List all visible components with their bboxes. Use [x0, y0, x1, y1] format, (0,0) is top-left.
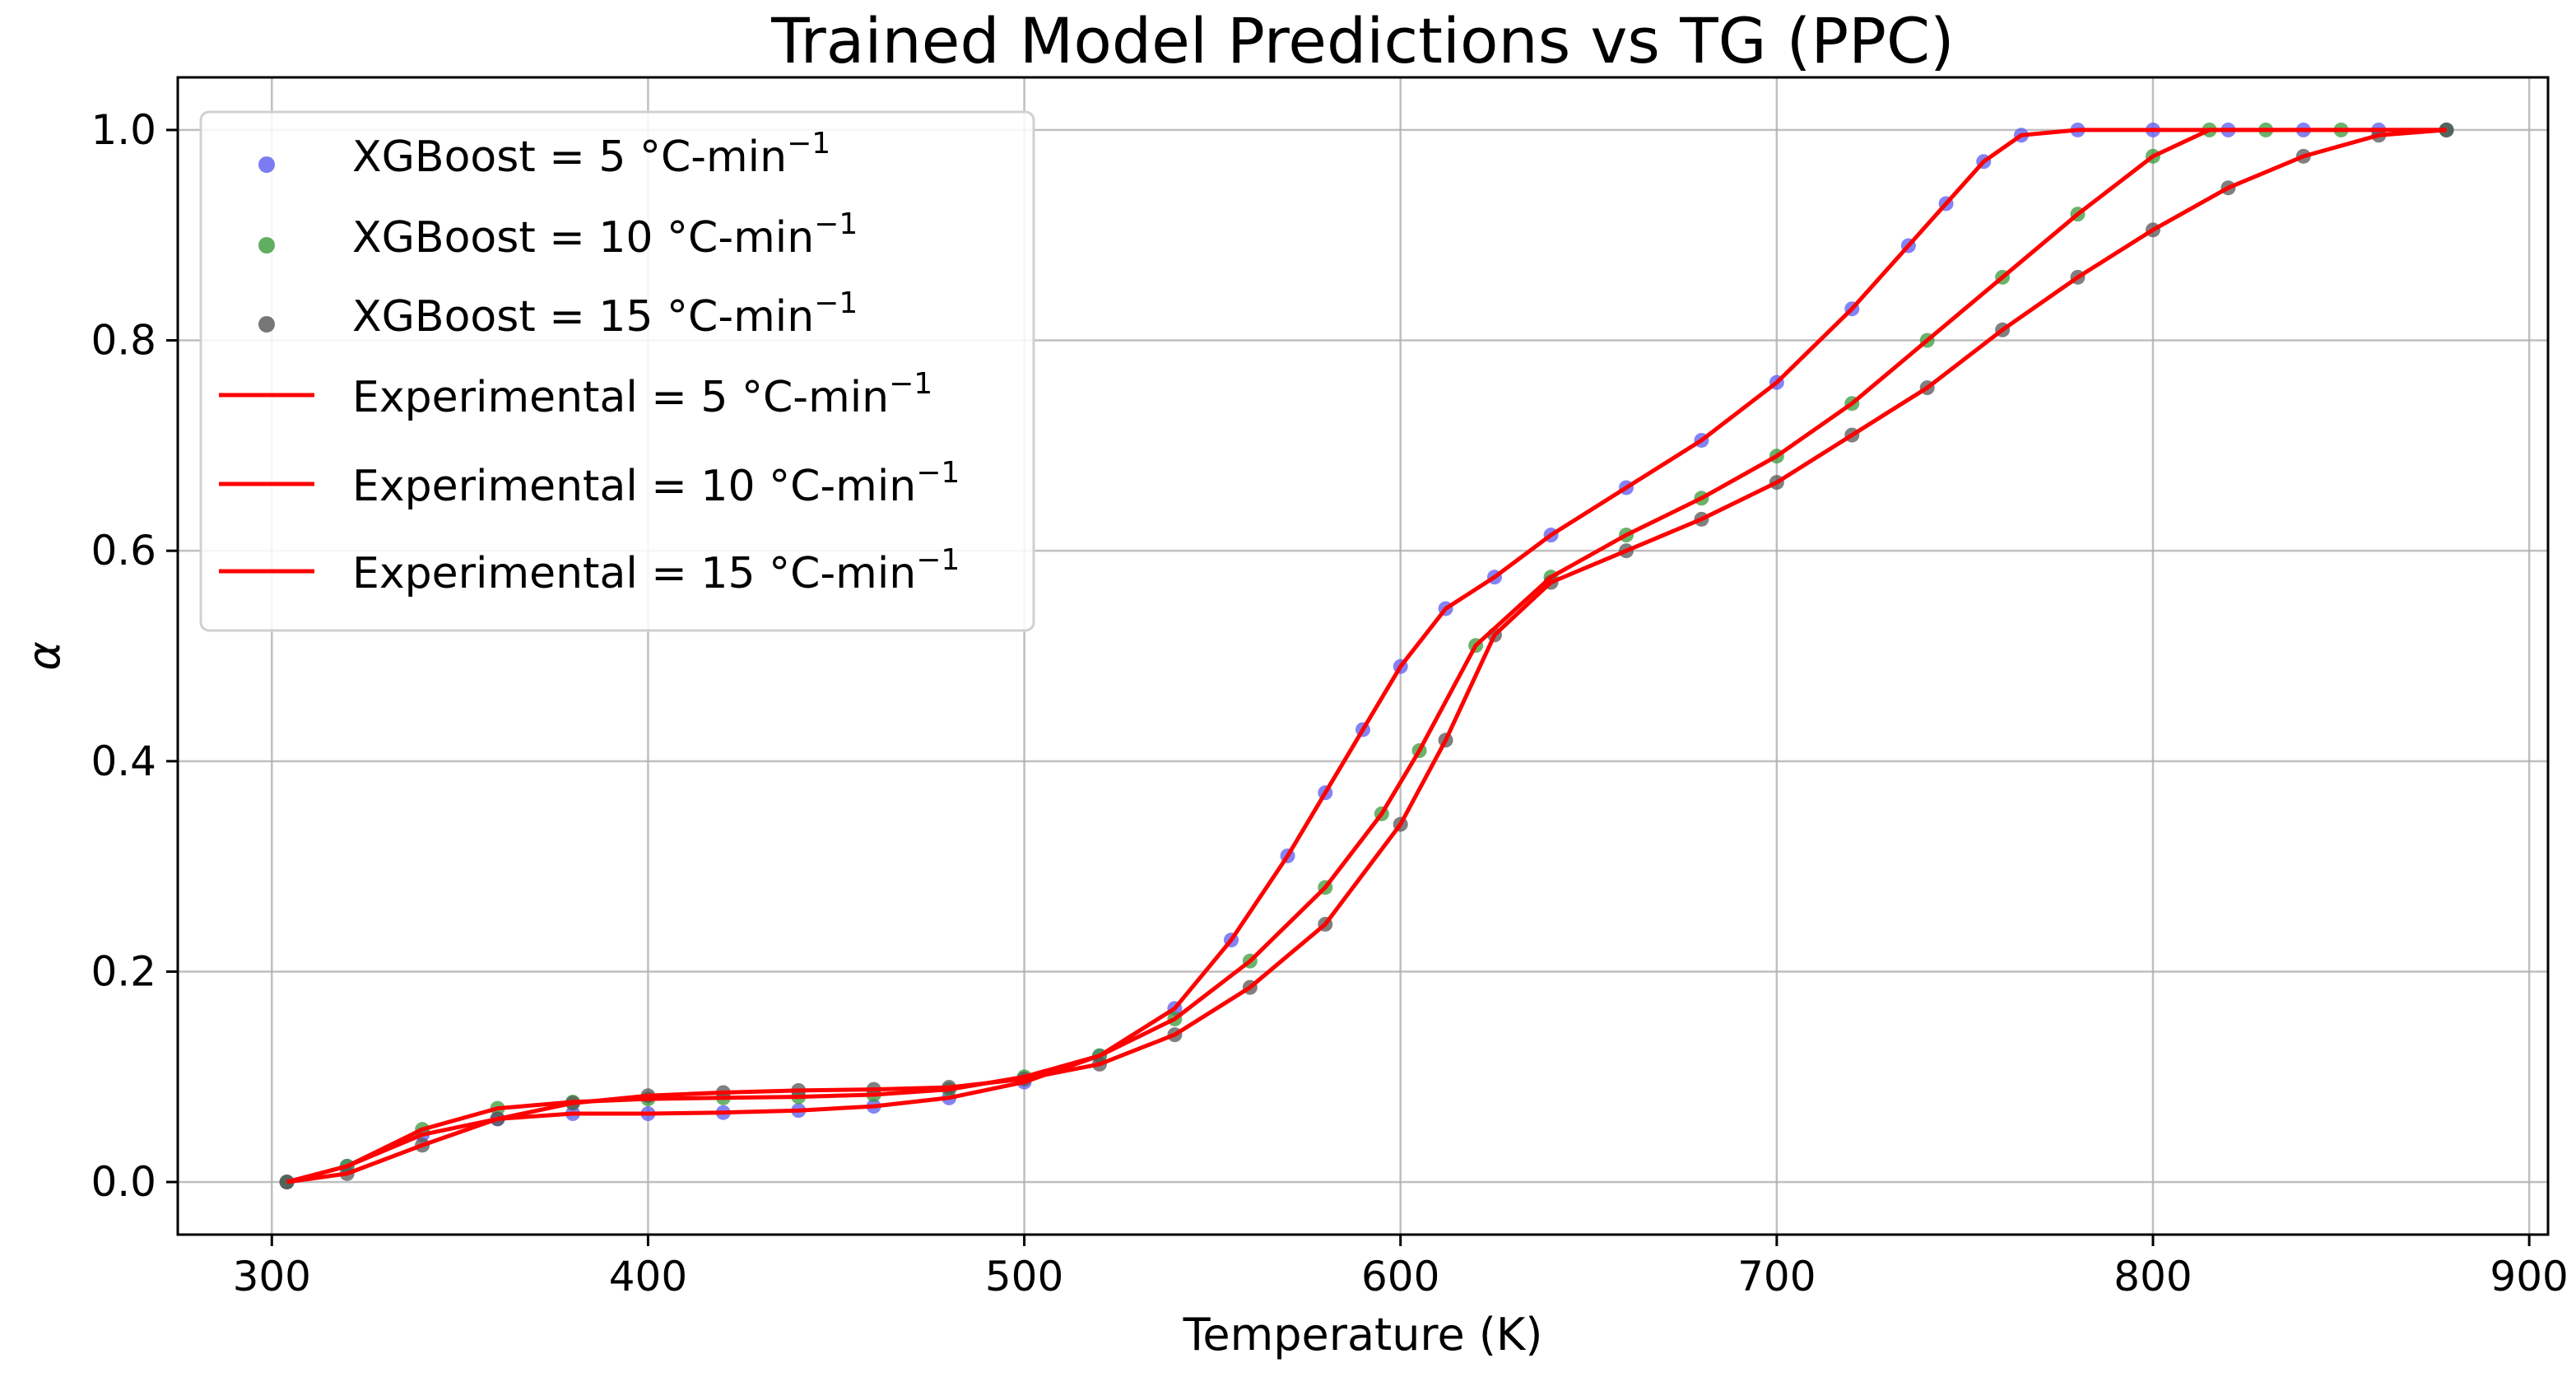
- legend-marker: [258, 237, 275, 254]
- x-tick-label: 800: [2113, 1253, 2192, 1300]
- experimental-line-2: [286, 128, 2447, 1184]
- legend-marker: [258, 156, 275, 173]
- x-axis-label: Temperature (K): [1183, 1309, 1543, 1361]
- y-tick-label: 1.0: [91, 106, 156, 154]
- legend-label: XGBoost = 15 °C-min−1: [352, 286, 858, 342]
- legend-label: XGBoost = 5 °C-min−1: [352, 127, 830, 182]
- legend: XGBoost = 5 °C-min−1 XGBoost = 10 °C-min−…: [199, 110, 1035, 632]
- plot-frame: [176, 76, 2550, 1236]
- y-tick-label: 0.4: [91, 737, 156, 785]
- legend-marker: [258, 316, 275, 333]
- y-axis-ticks: 0.0 0.2 0.4 0.6 0.8 1.0: [91, 106, 178, 1206]
- legend-item: XGBoost = 5 °C-min−1: [258, 127, 830, 182]
- legend-item: Experimental = 10 °C-min−1: [219, 456, 960, 511]
- x-tick-label: 500: [985, 1253, 1063, 1300]
- y-tick-label: 0.0: [91, 1158, 156, 1206]
- legend-label: Experimental = 15 °C-min−1: [352, 543, 960, 598]
- series-layer: [279, 122, 2454, 1190]
- x-tick-label: 900: [2490, 1253, 2568, 1300]
- x-tick-label: 700: [1737, 1253, 1816, 1300]
- scatter-point: [279, 1175, 295, 1190]
- legend-item: XGBoost = 10 °C-min−1: [258, 207, 858, 263]
- legend-box: [199, 110, 1035, 632]
- x-axis-ticks: 300 400 500 600 700 800 900: [233, 1235, 2569, 1300]
- y-tick-label: 0.6: [91, 527, 156, 575]
- y-tick-label: 0.8: [91, 317, 156, 365]
- legend-label: Experimental = 5 °C-min−1: [352, 367, 932, 422]
- legend-item: XGBoost = 15 °C-min−1: [258, 286, 858, 342]
- legend-item: Experimental = 15 °C-min−1: [219, 543, 960, 598]
- experimental-line-1: [286, 128, 2447, 1184]
- legend-label: Experimental = 10 °C-min−1: [352, 456, 960, 511]
- x-tick-label: 600: [1361, 1253, 1439, 1300]
- experimental-line-3: [286, 128, 2447, 1184]
- chart-title: Trained Model Predictions vs TG (PPC): [770, 4, 1954, 77]
- x-tick-label: 400: [609, 1253, 687, 1300]
- y-tick-label: 0.2: [91, 947, 156, 995]
- y-axis-label: α: [18, 641, 70, 671]
- legend-item: Experimental = 5 °C-min−1: [219, 367, 932, 422]
- legend-label: XGBoost = 10 °C-min−1: [352, 207, 858, 263]
- x-tick-label: 300: [233, 1253, 311, 1300]
